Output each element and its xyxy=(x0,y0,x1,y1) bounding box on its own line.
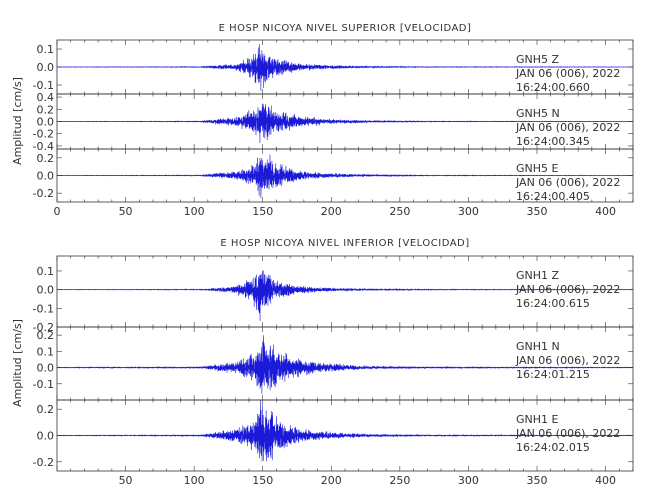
y-tick-label: 0.1 xyxy=(37,265,55,278)
time-label: 16:24:02.015 xyxy=(516,441,590,454)
date-label: JAN 06 (006), 2022 xyxy=(515,176,620,189)
time-label: 16:24:01.215 xyxy=(516,368,590,381)
channel-label: GNH1 Z xyxy=(516,269,560,282)
chart-title: E HOSP NICOYA NIVEL SUPERIOR [VELOCIDAD] xyxy=(219,23,472,34)
chart-2: E HOSP NICOYA NIVEL INFERIOR [VELOCIDAD]… xyxy=(11,238,634,487)
y-tick-label: -0.2 xyxy=(33,321,54,334)
x-tick-label: 300 xyxy=(458,205,479,218)
waveform-trace xyxy=(56,270,633,321)
y-tick-label: -0.4 xyxy=(33,140,54,153)
date-label: JAN 06 (006), 2022 xyxy=(515,67,620,80)
x-tick-label: 400 xyxy=(595,205,616,218)
x-tick-label: 50 xyxy=(119,474,133,487)
channel-label: GNH5 E xyxy=(516,162,559,175)
y-tick-label: 0.0 xyxy=(37,284,55,297)
time-label: 16:24:00.660 xyxy=(516,81,590,94)
y-tick-label: 0.4 xyxy=(37,91,55,104)
y-tick-label: 0.0 xyxy=(37,61,55,74)
y-tick-label: -0.2 xyxy=(33,456,54,469)
time-label: 16:24:00.405 xyxy=(516,190,590,203)
waveform-trace xyxy=(56,154,633,199)
y-tick-label: -0.1 xyxy=(33,302,54,315)
y-tick-label: 0.0 xyxy=(37,362,55,375)
y-tick-label: 0.2 xyxy=(37,403,55,416)
x-tick-label: 200 xyxy=(321,205,342,218)
x-tick-label: 350 xyxy=(527,205,548,218)
chart-title: E HOSP NICOYA NIVEL INFERIOR [VELOCIDAD] xyxy=(220,238,469,249)
y-axis-label: Amplitud [cm/s] xyxy=(11,77,24,165)
y-tick-label: 0.0 xyxy=(37,116,55,129)
y-tick-label: -0.2 xyxy=(33,187,54,200)
waveform-trace xyxy=(56,43,633,91)
date-label: JAN 06 (006), 2022 xyxy=(515,121,620,134)
y-tick-label: 0.2 xyxy=(37,152,55,165)
y-tick-label: 0.2 xyxy=(37,103,55,116)
x-tick-label: 200 xyxy=(321,474,342,487)
date-label: JAN 06 (006), 2022 xyxy=(515,283,620,296)
x-tick-label: 300 xyxy=(458,474,479,487)
chart-1: E HOSP NICOYA NIVEL SUPERIOR [VELOCIDAD]… xyxy=(11,23,634,218)
x-tick-label: 350 xyxy=(527,474,548,487)
time-label: 16:24:00.345 xyxy=(516,135,590,148)
x-tick-label: 50 xyxy=(119,205,133,218)
y-tick-label: -0.2 xyxy=(33,128,54,141)
x-tick-label: 100 xyxy=(184,205,205,218)
channel-label: GNH5 Z xyxy=(516,53,560,66)
channel-label: GNH1 N xyxy=(516,340,560,353)
waveform-trace xyxy=(56,335,633,395)
y-tick-label: 0.1 xyxy=(37,345,55,358)
waveform-trace xyxy=(56,400,634,462)
y-tick-label: 0.0 xyxy=(37,430,55,443)
x-tick-label: 100 xyxy=(184,474,205,487)
y-tick-label: -0.1 xyxy=(33,79,54,92)
channel-label: GNH1 E xyxy=(516,413,559,426)
x-tick-label: 400 xyxy=(595,474,616,487)
x-tick-label: 150 xyxy=(252,474,273,487)
date-label: JAN 06 (006), 2022 xyxy=(515,354,620,367)
time-label: 16:24:00.615 xyxy=(516,297,590,310)
x-tick-label: 0 xyxy=(54,205,61,218)
x-tick-label: 250 xyxy=(389,474,410,487)
y-tick-label: -0.1 xyxy=(33,378,54,391)
date-label: JAN 06 (006), 2022 xyxy=(515,427,620,440)
x-tick-label: 250 xyxy=(389,205,410,218)
y-tick-label: 0.1 xyxy=(37,43,55,56)
y-tick-label: 0.0 xyxy=(37,170,55,183)
y-axis-label: Amplitud [cm/s] xyxy=(11,319,24,407)
y-tick-label: 0.2 xyxy=(37,329,55,342)
x-tick-label: 150 xyxy=(252,205,273,218)
waveform-trace xyxy=(56,103,633,144)
channel-label: GNH5 N xyxy=(516,107,560,120)
